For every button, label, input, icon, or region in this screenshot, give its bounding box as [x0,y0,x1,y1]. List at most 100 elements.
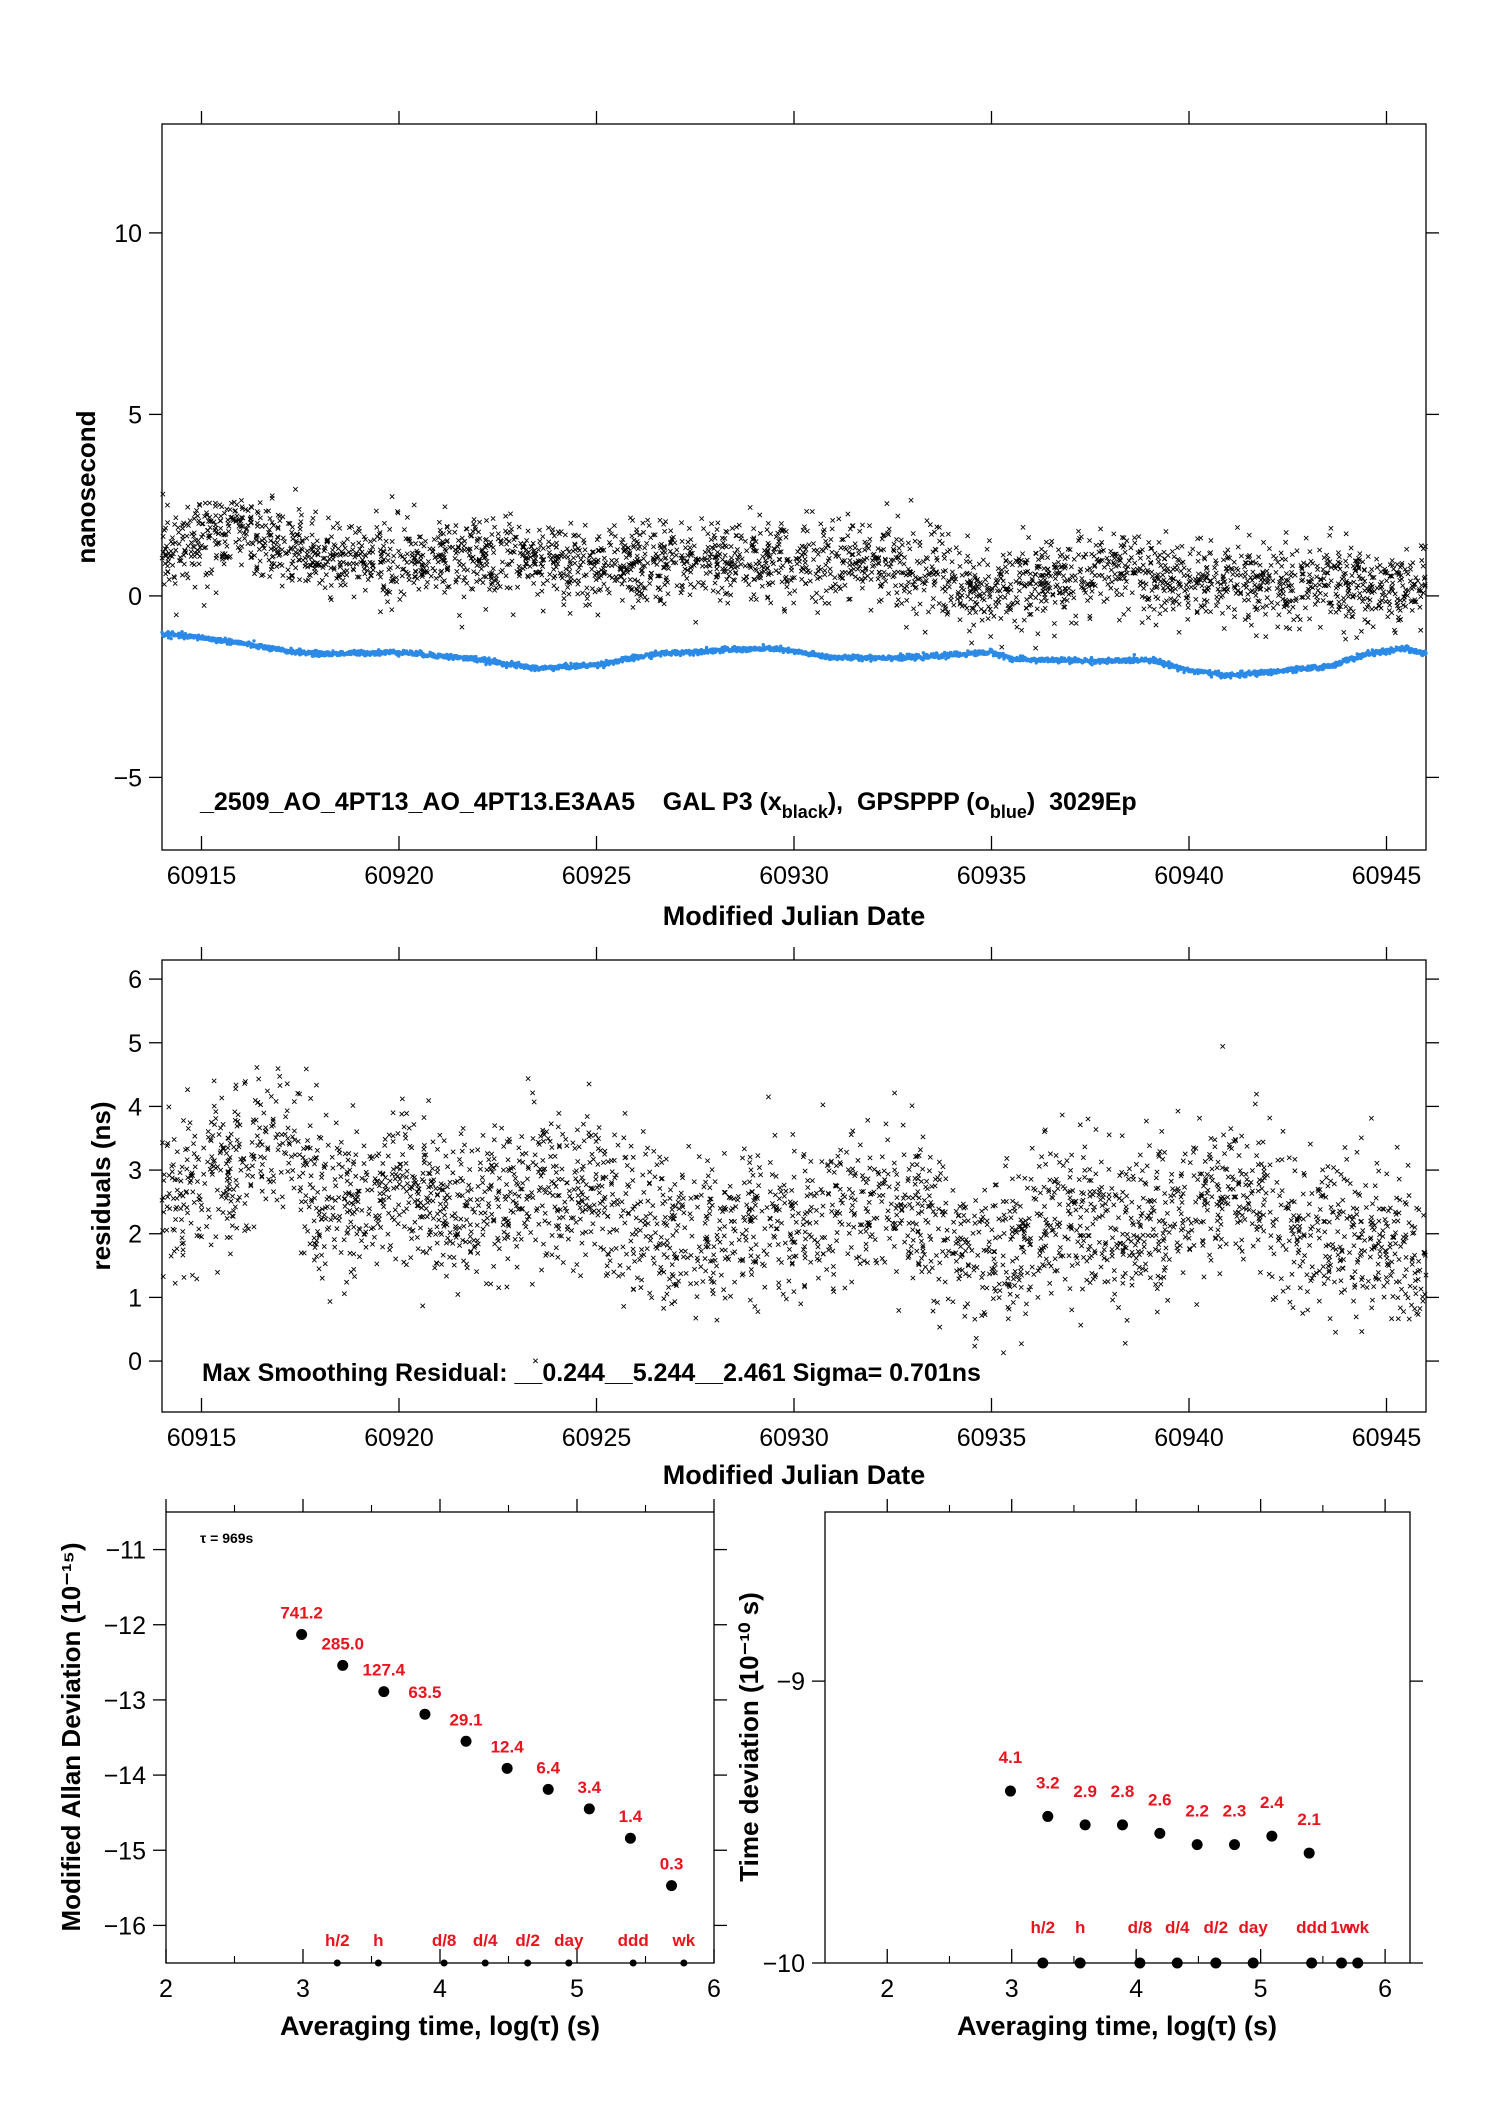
data-point [1147,603,1153,609]
data-point [1384,578,1390,584]
data-point [656,585,662,591]
data-point [256,546,262,552]
axis-ticks: 60915 60920 60925 60930 60935 60940 60945−5051… [113,111,1439,890]
data-point [848,567,854,573]
data-point [997,588,1003,594]
data-point [971,622,977,628]
data-point [897,559,903,565]
data-point [1246,532,1252,538]
data-point [1212,565,1218,571]
data-point [921,587,927,593]
data-point [213,513,219,519]
data-point [751,576,757,582]
data-point [910,530,916,537]
data-point [218,525,224,531]
data-point [589,586,596,592]
data-point [1108,585,1114,591]
data-point [882,556,888,562]
data-point [238,497,244,503]
data-point [261,536,267,542]
data-point [1084,567,1090,573]
data-point [423,584,429,590]
data-point [487,586,493,592]
data-point [416,586,422,592]
data-point [931,571,937,577]
data-point [1300,571,1306,577]
data-point [176,529,182,535]
y-tick-label: −5 [113,764,142,792]
data-point [314,538,320,544]
data-point [642,545,648,551]
data-point [1112,571,1118,577]
data-point [202,500,208,506]
data-point [784,584,790,590]
data-point [1116,617,1122,623]
data-point [601,555,607,561]
data-point [474,562,480,569]
data-point [645,560,651,566]
data-point [1270,578,1276,584]
data-point [389,607,395,613]
data-point [629,533,635,539]
data-point [303,578,309,584]
data-point [195,541,201,547]
data-point [1014,599,1020,605]
data-point [277,518,283,524]
data-point [1296,626,1302,632]
data-point [1033,550,1039,556]
data-point [1012,618,1018,624]
data-point [535,591,541,597]
data-point [1114,592,1120,598]
data-point [1199,583,1205,589]
data-point [715,543,721,549]
data-point [1389,584,1395,590]
data-point [1274,601,1281,607]
data-point [1014,624,1020,630]
y-tick-label: 0 [128,583,142,611]
data-point [1208,538,1214,544]
data-point [1361,567,1367,573]
data-point [298,519,304,525]
data-point [1377,599,1383,605]
data-point [1087,537,1093,543]
data-point [784,579,790,585]
data-point [209,567,215,573]
data-point [906,589,912,595]
data-point [818,521,824,527]
data-point [536,527,542,533]
data-point [1294,548,1300,554]
data-point [814,590,820,596]
data-point [1219,592,1226,598]
data-point [642,551,648,557]
data-point [1149,545,1155,551]
data-point [753,596,759,602]
data-point [833,553,839,559]
data-point [309,520,315,526]
data-point [1281,581,1287,587]
data-point [1059,552,1065,558]
data-point [436,519,442,525]
data-point [452,529,458,535]
data-point [1181,573,1187,579]
data-point [1068,620,1075,626]
data-point [917,601,923,607]
data-point [238,562,245,568]
data-point [493,573,499,579]
data-point [1193,596,1199,602]
data-point [1061,573,1067,579]
data-point [401,527,407,533]
data-point [477,519,483,525]
data-point [1245,591,1251,597]
data-point [881,569,887,575]
data-point [939,532,945,538]
data-point [1056,547,1062,553]
data-point [1312,601,1318,607]
data-point [239,543,245,549]
data-point [350,541,356,547]
data-point [1358,628,1364,634]
data-point [595,612,601,618]
data-point [827,571,833,577]
data-point [1071,595,1077,601]
data-point [498,541,504,547]
data-point [988,633,994,639]
